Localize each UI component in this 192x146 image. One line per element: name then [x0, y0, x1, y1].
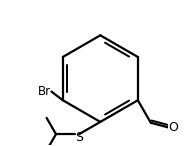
- Text: S: S: [75, 131, 83, 144]
- Text: O: O: [168, 121, 178, 134]
- Text: Br: Br: [38, 85, 51, 98]
